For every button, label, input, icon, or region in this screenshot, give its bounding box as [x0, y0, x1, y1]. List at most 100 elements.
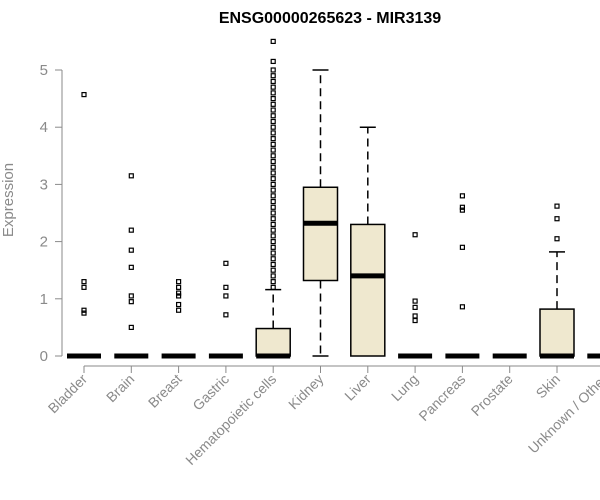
outlier-point	[270, 210, 276, 216]
outlier-point	[128, 324, 134, 330]
x-tick-label: Gastric	[189, 371, 232, 414]
outlier-point	[270, 176, 276, 182]
x-tick-label: Bladder	[45, 371, 91, 417]
box-iqr	[539, 308, 575, 357]
box-group	[114, 173, 149, 359]
outlier-point	[270, 233, 276, 239]
outlier-point	[223, 284, 229, 290]
outlier-point	[270, 261, 276, 268]
outlier-point	[412, 298, 418, 304]
outlier-point	[412, 313, 418, 319]
outlier-point	[176, 301, 182, 308]
outlier-point	[128, 247, 134, 253]
outlier-point	[270, 95, 276, 102]
box-group	[208, 260, 243, 359]
outlier-point	[270, 239, 276, 245]
outlier-point	[176, 307, 182, 313]
outlier-point	[128, 173, 134, 179]
outlier-point	[270, 90, 276, 96]
outlier-point	[459, 304, 465, 310]
y-tick-label: 2	[40, 234, 48, 251]
outlier-point	[270, 227, 276, 233]
x-tick-label: Breast	[145, 371, 185, 411]
x-tick-label: Prostate	[468, 371, 516, 419]
outlier-point	[270, 118, 276, 125]
outlier-point	[128, 227, 134, 233]
y-tick-label: 5	[40, 62, 48, 79]
box-iqr	[255, 327, 291, 357]
outlier-point	[554, 216, 560, 222]
x-tick-label: Kidney	[285, 371, 327, 413]
outlier-point	[459, 204, 465, 210]
outlier-point	[270, 267, 276, 273]
plot-area	[67, 38, 600, 359]
outlier-point	[412, 304, 418, 310]
x-tick-label: Liver	[341, 371, 374, 404]
box-group	[587, 353, 600, 359]
outlier-point	[270, 250, 276, 256]
outlier-point	[412, 317, 418, 324]
outlier-point	[554, 236, 560, 242]
outlier-point	[81, 284, 87, 290]
x-tick-label: Unknown / Other	[525, 371, 600, 457]
outlier-point	[270, 279, 276, 285]
outlier-point	[270, 84, 276, 90]
outlier-point	[554, 203, 560, 209]
outlier-point	[270, 164, 276, 170]
outlier-point	[81, 279, 87, 285]
outlier-point	[128, 293, 134, 299]
box-group	[255, 38, 291, 359]
outlier-point	[270, 113, 276, 119]
outlier-point	[270, 244, 276, 250]
outlier-point	[223, 260, 229, 266]
outlier-point	[270, 136, 276, 142]
outlier-point	[270, 198, 276, 205]
outlier-point	[176, 279, 182, 285]
outlier-point	[270, 221, 276, 228]
x-tick-label: Pancreas	[415, 371, 468, 424]
box-group	[350, 126, 386, 357]
y-axis-label: Expression	[0, 163, 17, 237]
outlier-point	[459, 207, 465, 213]
outlier-point	[81, 91, 87, 98]
x-tick-label: Lung	[388, 371, 421, 404]
outlier-point	[223, 293, 229, 299]
outlier-point	[270, 130, 276, 136]
outlier-point	[459, 244, 465, 250]
outlier-point	[223, 312, 229, 318]
outlier-point	[270, 256, 276, 262]
outlier-point	[270, 124, 276, 130]
outlier-point	[270, 147, 276, 153]
y-tick-label: 1	[40, 291, 48, 308]
outlier-point	[270, 273, 276, 279]
outlier-point	[412, 232, 418, 238]
outlier-point	[176, 293, 182, 299]
outlier-point	[270, 73, 276, 79]
outlier-point	[270, 181, 276, 187]
box-iqr	[302, 186, 339, 282]
outlier-point	[270, 193, 276, 199]
outlier-point	[270, 101, 276, 107]
box-group	[161, 279, 196, 359]
outlier-point	[270, 58, 276, 65]
x-tick-label: Brain	[103, 371, 137, 405]
outlier-point	[128, 264, 134, 270]
outlier-point	[459, 193, 465, 199]
box-group	[302, 69, 339, 357]
y-tick-label: 3	[40, 176, 48, 193]
outlier-point	[176, 290, 182, 296]
outlier-point	[128, 299, 134, 305]
box-iqr	[350, 223, 386, 357]
outlier-point	[270, 204, 276, 210]
chart-title: ENSG00000265623 - MIR3139	[219, 10, 441, 27]
outlier-point	[270, 67, 276, 73]
outlier-point	[81, 310, 87, 316]
box-group	[539, 203, 575, 359]
x-tick-label: Hematopoietic cells	[182, 371, 279, 468]
outlier-point	[270, 158, 276, 165]
outlier-point	[270, 78, 276, 85]
outlier-point	[270, 38, 276, 45]
outlier-point	[270, 153, 276, 159]
outlier-point	[176, 284, 182, 290]
